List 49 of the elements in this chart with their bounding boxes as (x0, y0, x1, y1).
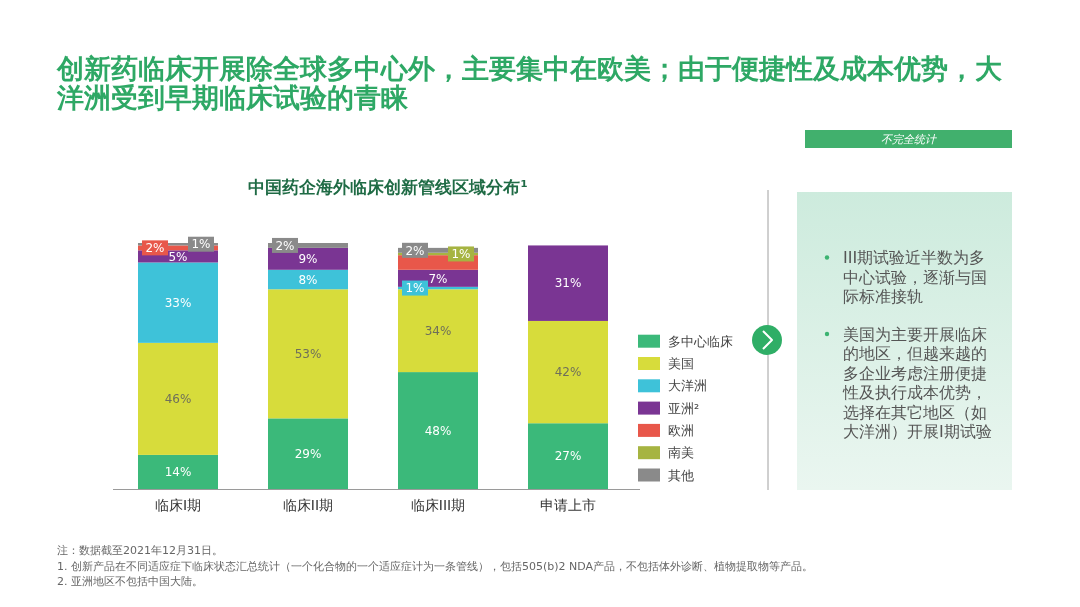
data-label: 8% (298, 272, 318, 287)
text: 1. 创新产品在不同适应症下临床状态汇总统计（一个化合物的一个适应症计为一条管线），包括505(b)2 NDA产品，不包括体外诊断、植物提取物等产品。 (57, 559, 814, 573)
data-label: 1% (405, 281, 425, 296)
bar (268, 269, 348, 290)
data-label: 46% (164, 392, 192, 407)
data-label: 34% (424, 323, 452, 338)
data-label: 27% (554, 449, 582, 464)
text: 注：数据截至2021年12月31日。 (57, 544, 223, 557)
legend-label: 欧洲 (668, 422, 694, 438)
text: 2. 亚洲地区不包括中国大陆。 (57, 575, 203, 588)
x-tick-label: 临床II期 (282, 497, 334, 513)
data-label: 1% (191, 237, 211, 252)
legend-label: 南美 (668, 445, 694, 461)
legend-label: 美国 (668, 356, 694, 372)
legend-label: 大洋洲 (668, 378, 707, 394)
data-label: 5% (168, 249, 188, 264)
bar (528, 245, 608, 321)
x-tick-label: 临床III期 (410, 497, 466, 513)
legend-label: 其他 (668, 467, 694, 483)
data-label: 31% (554, 276, 582, 291)
text: 美国为主要开展临床的地区，但越来越的多企业考虑注册便捷性及执行成本优势，选择在其它地区（如大洋洲）开展I期试验 (842, 324, 992, 441)
data-label: 48% (424, 423, 452, 438)
bar (138, 454, 218, 489)
data-label: 2% (275, 238, 295, 253)
x-tick-label: 申请上市 (540, 497, 596, 513)
bar (528, 423, 608, 489)
text: 不完全统计 (880, 132, 938, 146)
data-label: 29% (294, 446, 322, 461)
data-label: 53% (294, 347, 322, 362)
chart-title: 创新药临床开展除全球多中心外，主要集中在欧美；由于便捷性及成本优势，大洋洲受到早期临床试验的青睐 (56, 53, 1003, 113)
text: III期试验近半数为多中心试验，逐渐与国际标准接轨 (843, 248, 987, 306)
bar (398, 372, 478, 489)
bar (268, 418, 348, 489)
bar (528, 320, 608, 424)
data-label: 9% (298, 252, 318, 267)
data-label: 14% (164, 465, 192, 480)
data-label: 1% (451, 247, 471, 262)
bar (138, 342, 218, 455)
chart-subtitle: 中国药企海外临床创新管线区域分布¹ (248, 178, 528, 197)
data-label: 33% (164, 295, 192, 310)
data-label: 2% (145, 241, 165, 256)
legend-label: 亚洲² (668, 400, 700, 416)
legend-label: 多中心临床 (668, 333, 733, 349)
bar (138, 262, 218, 343)
data-label: 42% (554, 365, 582, 380)
bar (268, 289, 348, 419)
x-tick-label: 临床I期 (154, 497, 202, 513)
data-label: 7% (428, 271, 448, 286)
data-label: 2% (405, 243, 425, 258)
